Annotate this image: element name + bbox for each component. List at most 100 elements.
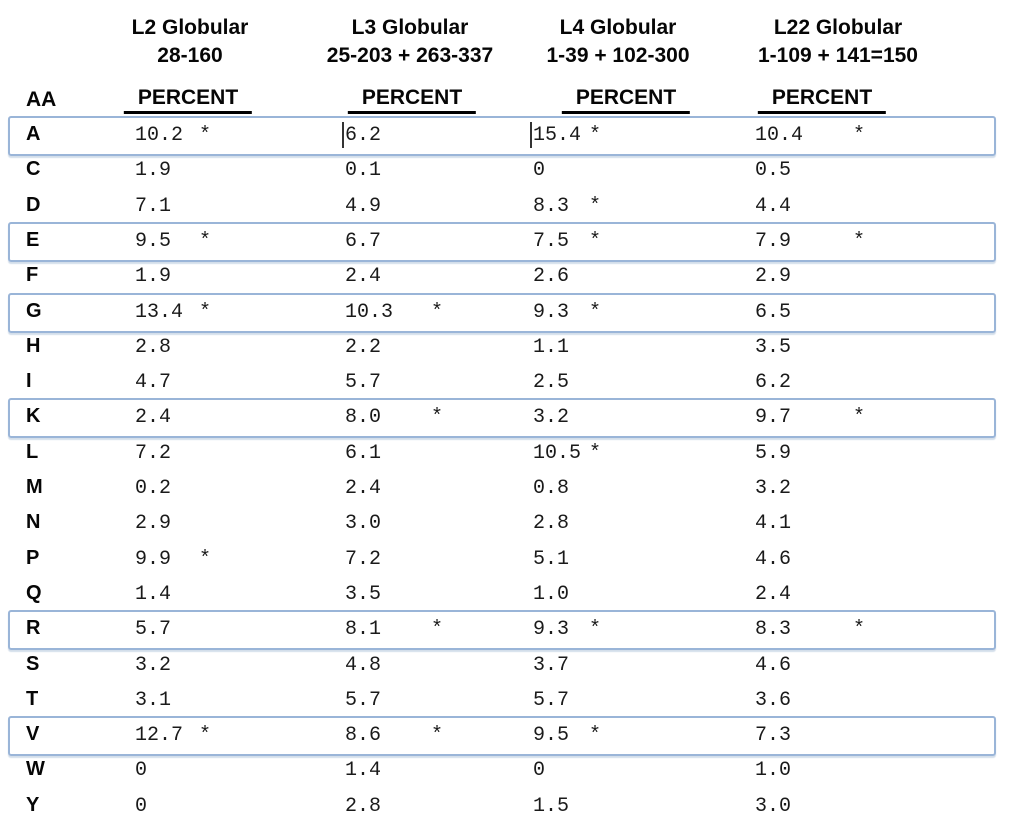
percent-header: PERCENT bbox=[561, 86, 691, 114]
percent-header: PERCENT bbox=[347, 86, 477, 114]
percent-value: 2.6 bbox=[533, 265, 570, 289]
cell-value: 1.0 bbox=[755, 759, 853, 782]
cell-value: 5.9 bbox=[755, 442, 853, 465]
percent-value: 8.0 bbox=[345, 406, 382, 430]
percent-value: 4.7 bbox=[135, 371, 172, 395]
row-letter: W bbox=[26, 758, 45, 781]
percent-value: 1.0 bbox=[533, 582, 570, 606]
row-letter: Y bbox=[26, 793, 40, 816]
cell-value: 7.3 bbox=[755, 724, 853, 747]
cell-value: 7.1 bbox=[135, 195, 199, 218]
cell-value: 3.2 bbox=[755, 477, 853, 500]
significance-star: * bbox=[853, 406, 866, 430]
percent-value: 8.3 bbox=[533, 194, 570, 218]
cell-value: 9.3 * bbox=[533, 301, 601, 324]
percent-value: 9.3 bbox=[533, 300, 570, 324]
percent-value: 8.1 bbox=[345, 618, 382, 642]
percent-value: 0.2 bbox=[135, 477, 172, 500]
percent-value: 1.9 bbox=[135, 265, 172, 289]
cell-value: 9.3 * bbox=[533, 618, 601, 641]
cell-value: 4.6 bbox=[755, 654, 853, 677]
percent-value: 3.7 bbox=[533, 653, 570, 677]
significance-star: * bbox=[853, 124, 866, 147]
percent-value: 3.5 bbox=[755, 335, 792, 359]
percent-value: 3.0 bbox=[755, 794, 792, 818]
cell-value: 9.7 * bbox=[755, 406, 865, 429]
row-letter: M bbox=[26, 476, 43, 498]
cell-value: 6.2 bbox=[345, 124, 431, 147]
percent-value: 4.8 bbox=[345, 653, 382, 677]
cell-value: 10.3 * bbox=[345, 301, 443, 324]
cell-value: 2.8 bbox=[345, 795, 431, 818]
significance-star: * bbox=[589, 194, 602, 218]
percent-value: 8.6 bbox=[345, 724, 382, 748]
cell-value: 3.7 bbox=[533, 654, 589, 677]
cell-value: 2.6 bbox=[533, 265, 589, 288]
percent-value: 2.4 bbox=[345, 265, 382, 289]
percent-value: 10.5 bbox=[533, 441, 582, 465]
cell-value: 2.8 bbox=[533, 512, 589, 535]
percent-value: 10.4 bbox=[755, 124, 804, 147]
cell-value: 3.1 bbox=[135, 689, 199, 712]
row-letter: C bbox=[26, 158, 41, 181]
row-letter: T bbox=[26, 687, 39, 710]
cell-value: 0.1 bbox=[345, 159, 431, 182]
percent-value: 2.8 bbox=[135, 335, 172, 359]
highlight-box bbox=[8, 116, 996, 156]
cell-value: 4.7 bbox=[135, 371, 199, 394]
percent-value: 7.2 bbox=[345, 547, 382, 571]
cell-value: 8.0 * bbox=[345, 406, 443, 429]
cell-value: 9.5 * bbox=[135, 230, 211, 253]
percent-value: 9.5 bbox=[135, 229, 172, 253]
percent-value: 5.9 bbox=[755, 441, 792, 465]
column-range: 28-160 bbox=[157, 44, 223, 67]
cell-value: 0 bbox=[135, 795, 199, 818]
percent-value: 13.4 bbox=[135, 300, 184, 324]
cell-value: 5.7 bbox=[345, 371, 431, 394]
row-letter: V bbox=[26, 723, 40, 746]
highlight-box bbox=[8, 716, 996, 757]
cell-value: 1.4 bbox=[135, 583, 199, 606]
row-letter: I bbox=[26, 370, 32, 393]
significance-star: * bbox=[589, 441, 602, 465]
significance-star: * bbox=[431, 618, 444, 642]
percent-value: 4.6 bbox=[755, 547, 792, 571]
row-letter: D bbox=[26, 193, 41, 216]
cell-value: 2.4 bbox=[345, 265, 431, 288]
row-letter: H bbox=[26, 334, 41, 357]
significance-star: * bbox=[589, 300, 602, 324]
column-title: L2 Globular bbox=[131, 16, 249, 39]
cell-value: 2.8 bbox=[135, 336, 199, 359]
cell-value: 6.5 bbox=[755, 301, 853, 324]
percent-value: 1.0 bbox=[755, 759, 792, 783]
percent-value: 2.4 bbox=[135, 406, 172, 430]
percent-value: 1.4 bbox=[345, 759, 382, 783]
percent-value: 3.2 bbox=[755, 477, 792, 500]
cell-value: 6.7 bbox=[345, 230, 431, 253]
cell-value: 0.5 bbox=[755, 159, 853, 182]
column-header: L4 Globular 1-39 + 102-300 bbox=[498, 14, 738, 70]
percent-value: 9.5 bbox=[533, 724, 570, 748]
percent-value: 7.2 bbox=[135, 441, 172, 465]
percent-value: 7.1 bbox=[135, 194, 172, 218]
text-caret bbox=[530, 122, 532, 148]
cell-value: 7.2 bbox=[135, 442, 199, 465]
cell-value: 5.7 bbox=[345, 689, 431, 712]
cell-value: 4.4 bbox=[755, 195, 853, 218]
cell-value: 0.2 bbox=[135, 477, 199, 500]
cell-value: 2.4 bbox=[135, 406, 199, 429]
row-letter: R bbox=[26, 617, 41, 640]
text-caret bbox=[342, 122, 344, 148]
cell-value: 6.2 bbox=[755, 371, 853, 394]
percent-header: PERCENT bbox=[757, 86, 887, 114]
significance-star: * bbox=[199, 724, 212, 748]
percent-value: 4.4 bbox=[755, 194, 792, 218]
percent-value: 8.3 bbox=[755, 618, 792, 642]
cell-value: 5.7 bbox=[135, 618, 199, 641]
cell-value: 10.5 * bbox=[533, 442, 601, 465]
column-range: 1-39 + 102-300 bbox=[546, 44, 690, 67]
percent-value: 2.5 bbox=[533, 371, 570, 395]
cell-value: 0 bbox=[135, 759, 199, 782]
row-letter: N bbox=[26, 511, 41, 534]
cell-value: 1.1 bbox=[533, 336, 589, 359]
